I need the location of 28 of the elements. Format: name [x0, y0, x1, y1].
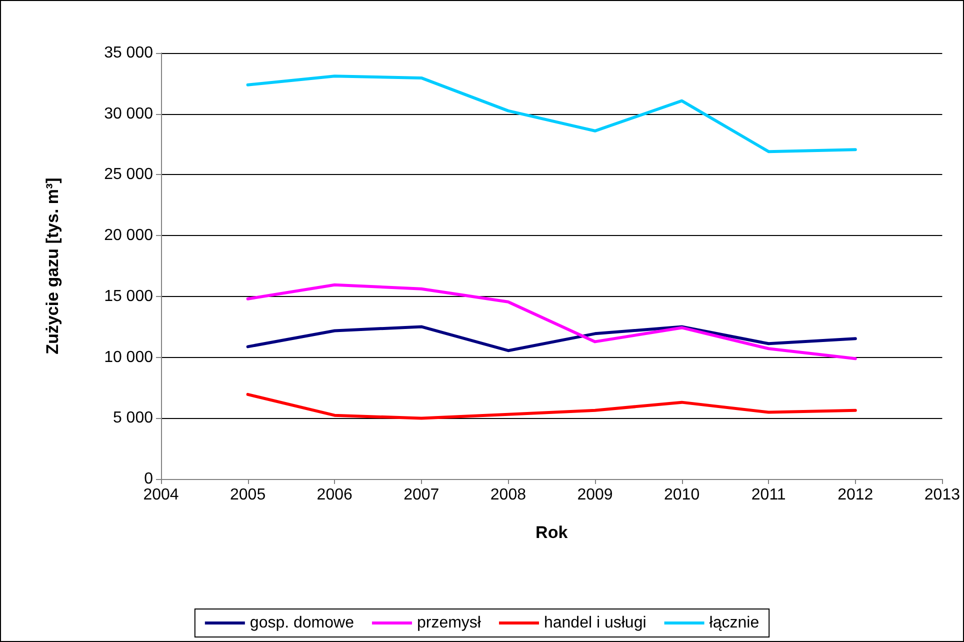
x-tick-label: 2008: [490, 486, 526, 504]
x-axis-title: Rok: [536, 523, 568, 542]
x-tick-label: 2011: [751, 486, 786, 504]
line-series: [246, 325, 857, 352]
legend-label: handel i usługi: [544, 614, 646, 632]
y-tick-label: 15 000: [104, 288, 154, 305]
legend-label: przemysł: [416, 614, 482, 632]
line-series: [246, 283, 857, 360]
x-tick-label: 2009: [577, 486, 613, 504]
x-tick-label: 2007: [404, 486, 440, 504]
x-tick-label: 2012: [838, 486, 874, 504]
y-tick-label: 0: [144, 470, 154, 488]
x-tick-label: 2013: [924, 486, 960, 504]
y-tick-label: 30 000: [104, 105, 154, 122]
line-series: [246, 392, 857, 420]
y-axis-title: Zużycie gazu [tys. m³]: [43, 178, 62, 354]
line-series: [246, 74, 857, 154]
y-tick-label: 25 000: [104, 166, 154, 184]
x-tick-label: 2004: [143, 486, 179, 504]
legend-label: gosp. domowe: [250, 614, 354, 632]
y-tick-label: 20 000: [104, 227, 154, 244]
x-tick-label: 2005: [230, 486, 266, 504]
y-tick-label: 5 000: [112, 410, 154, 427]
x-tick-label: 2006: [316, 486, 352, 504]
y-tick-label: 35 000: [104, 44, 154, 62]
y-tick-label: 10 000: [104, 348, 154, 366]
x-tick-label: 2010: [664, 486, 700, 504]
legend-label: łącznie: [709, 614, 760, 632]
